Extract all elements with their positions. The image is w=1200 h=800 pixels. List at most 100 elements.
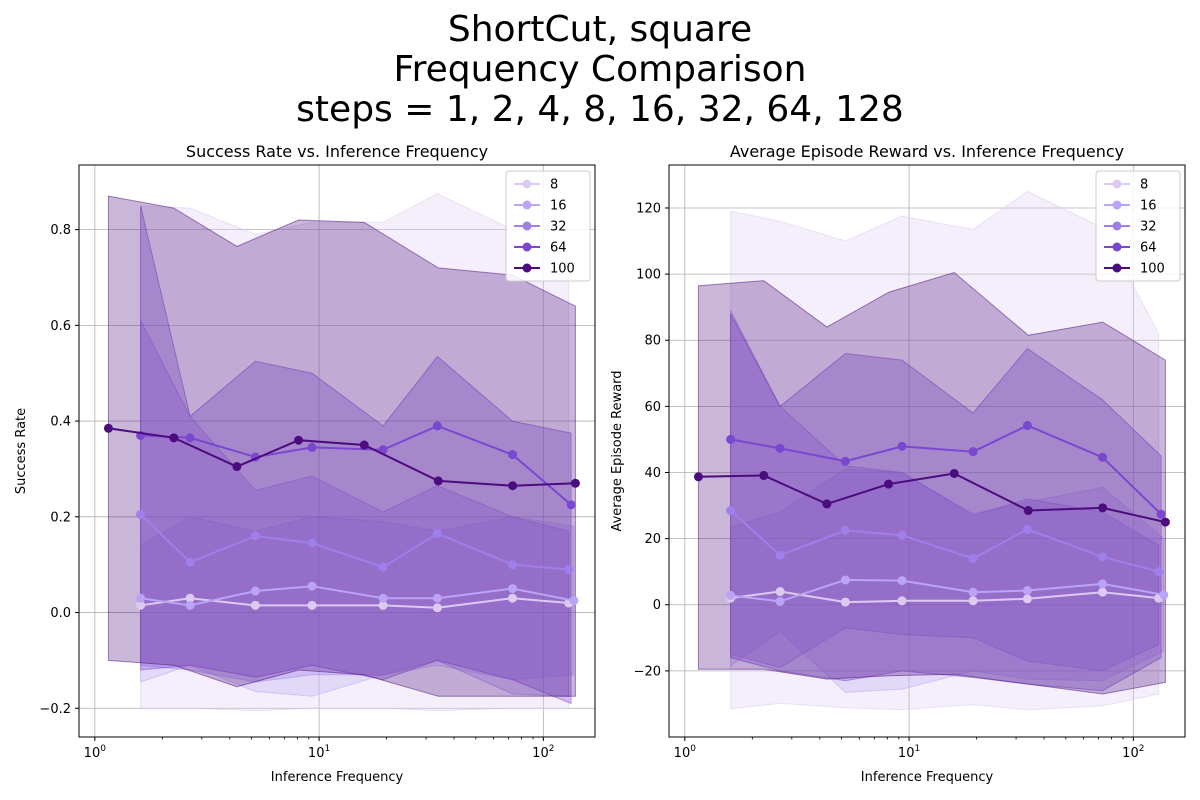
band-series-100 <box>697 271 1166 695</box>
point-series-8 <box>1098 587 1108 597</box>
point-series-100 <box>570 478 580 488</box>
point-series-100 <box>949 468 959 478</box>
y-ticks: −0.2 0.0 0.2 0.4 0.6 0.8 <box>39 223 79 717</box>
legend-label-32: 32 <box>1140 220 1157 235</box>
point-series-32 <box>968 553 978 563</box>
point-series-100 <box>884 479 894 489</box>
point-series-16 <box>508 584 518 594</box>
point-series-64 <box>1022 421 1032 431</box>
line-series-32 <box>729 509 1159 573</box>
point-series-8 <box>840 597 850 607</box>
line-series-64 <box>730 424 1162 515</box>
point-series-8 <box>378 600 388 610</box>
point-series-16 <box>569 596 579 606</box>
series-lines <box>103 421 580 613</box>
y-tick-label: 60 <box>644 400 661 415</box>
episode-reward-chart: Average Episode Reward vs. Inference Fre… <box>610 142 1186 785</box>
confidence-bands <box>697 190 1166 711</box>
success-rate-chart: Success Rate vs. Inference Frequency Inf… <box>14 142 596 785</box>
legend-marker-8 <box>522 179 532 189</box>
point-series-16 <box>1022 586 1032 596</box>
point-series-16 <box>897 576 907 586</box>
confidence-bands <box>107 193 576 712</box>
point-series-32 <box>897 530 907 540</box>
line-series-16 <box>140 585 574 607</box>
point-series-8 <box>508 593 518 603</box>
point-series-16 <box>840 575 850 585</box>
point-series-100 <box>169 433 179 443</box>
point-series-100 <box>103 423 113 433</box>
legend-label-100: 100 <box>1140 262 1165 277</box>
point-series-16 <box>136 593 146 603</box>
line-series-64 <box>140 424 572 506</box>
y-tick-label: 0.4 <box>50 415 71 430</box>
suptitle-line-1: ShortCut, square <box>447 9 753 50</box>
y-axis-label: Success Rate <box>14 408 29 494</box>
x-tick-label: 102 <box>1122 744 1144 761</box>
x-tick-label: 101 <box>898 744 920 761</box>
x-axis-label: Inference Frequency <box>271 770 404 785</box>
x-ticks: 100 101 102 <box>84 737 554 761</box>
point-series-8 <box>185 593 195 603</box>
y-tick-label: 20 <box>644 532 661 547</box>
point-series-100 <box>433 476 443 486</box>
point-series-8 <box>775 587 785 597</box>
legend-marker-100 <box>1112 263 1122 273</box>
legend-label-100: 100 <box>550 262 575 277</box>
x-tick-label: 102 <box>532 744 554 761</box>
y-tick-label: 0.8 <box>50 223 71 238</box>
y-tick-label: 80 <box>644 334 661 349</box>
x-ticks: 100 101 102 <box>674 737 1144 761</box>
band-series-16 <box>730 468 1165 693</box>
grid <box>669 165 1185 737</box>
point-series-64 <box>185 433 195 443</box>
y-tick-label: 0.0 <box>50 606 71 621</box>
point-series-16 <box>1159 590 1169 600</box>
point-series-64 <box>968 447 978 457</box>
legend-marker-32 <box>522 221 532 231</box>
point-series-64 <box>566 500 576 510</box>
point-series-32 <box>1022 524 1032 534</box>
point-series-32 <box>250 531 260 541</box>
y-tick-label: 120 <box>636 201 661 216</box>
point-series-64 <box>307 442 317 452</box>
legend-marker-16 <box>1112 200 1122 210</box>
x-tick-label: 100 <box>84 744 107 761</box>
band-series-64 <box>140 205 572 705</box>
x-tick-label: 100 <box>674 744 697 761</box>
legend-label-8: 8 <box>1140 178 1148 193</box>
legend-marker-64 <box>1112 242 1122 252</box>
point-series-8 <box>136 600 146 610</box>
point-series-32 <box>307 538 317 548</box>
legend-label-32: 32 <box>550 220 567 235</box>
y-tick-label: 100 <box>636 268 661 283</box>
figure-suptitle: ShortCut, square Frequency Comparison st… <box>0 10 1200 130</box>
point-series-64 <box>726 434 736 444</box>
point-series-100 <box>1098 503 1108 513</box>
axes-frame <box>668 164 1186 738</box>
x-tick-label: 101 <box>308 744 330 761</box>
y-ticks: −20 0 20 40 60 80 100 120 <box>634 201 669 679</box>
y-tick-label: 40 <box>644 466 661 481</box>
legend-marker-16 <box>522 200 532 210</box>
band-series-8 <box>140 193 570 712</box>
suptitle-line-3: steps = 1, 2, 4, 8, 16, 32, 64, 128 <box>296 89 904 130</box>
point-series-16 <box>185 600 195 610</box>
legend-marker-8 <box>1112 179 1122 189</box>
legend: 8 16 32 64 100 <box>1095 170 1181 282</box>
point-series-16 <box>775 596 785 606</box>
legend-box <box>1095 170 1181 282</box>
point-series-64 <box>1098 452 1108 462</box>
y-tick-label: 0 <box>653 598 661 613</box>
line-series-8 <box>730 590 1159 604</box>
chart-title: Success Rate vs. Inference Frequency <box>186 142 488 161</box>
legend: 8 16 32 64 100 <box>505 170 591 282</box>
legend-label-16: 16 <box>1140 199 1157 214</box>
point-series-8 <box>968 596 978 606</box>
point-series-32 <box>1098 552 1108 562</box>
point-series-32 <box>432 529 442 539</box>
point-series-16 <box>307 581 317 591</box>
line-series-32 <box>139 513 569 571</box>
point-series-8 <box>897 596 907 606</box>
